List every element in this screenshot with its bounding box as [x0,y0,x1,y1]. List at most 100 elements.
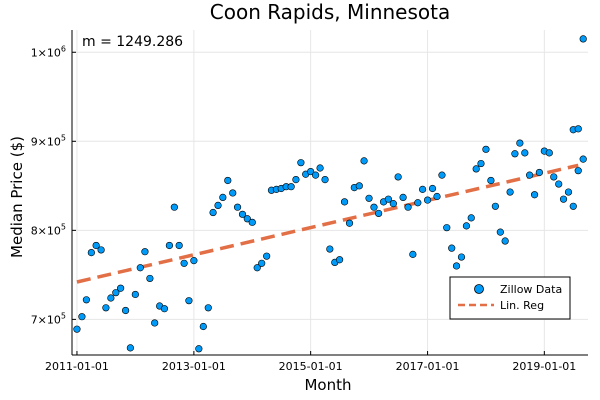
data-point [204,304,212,312]
y-tick-label: 7×105 [31,311,66,326]
data-point [419,185,427,193]
data-point [316,164,324,172]
data-point [307,167,315,176]
y-tick-label: 8×105 [31,222,66,237]
data-point [521,149,529,157]
data-point [496,228,504,236]
data-point [126,344,134,352]
chart-title: Coon Rapids, Minnesota [210,0,451,24]
data-point [73,325,81,333]
data-point [345,219,354,227]
data-point [78,313,86,321]
data-point [229,189,237,197]
data-point [574,125,582,133]
data-point [501,237,509,245]
data-point [530,191,539,199]
data-point [428,184,437,193]
data-point [355,182,363,190]
data-point [472,165,480,173]
regression-line [76,163,579,284]
y-tick-label: 9×105 [31,133,66,148]
data-point [579,35,587,43]
data-point [516,139,524,147]
data-point [165,241,174,250]
data-point [117,284,125,292]
data-point [87,249,95,257]
data-point [423,196,432,204]
x-tick-label: 2011-01-01 [45,360,109,373]
data-point [389,200,397,208]
data-point [243,215,251,223]
data-point [131,290,139,299]
legend-marker-zillow [474,284,484,294]
data-point [452,262,461,270]
data-point [375,209,383,218]
data-point [224,176,232,185]
axes [71,30,588,356]
x-tick-label: 2017-01-01 [396,360,460,373]
data-point [214,201,222,210]
legend-label-linreg: Lin. Reg [500,299,544,312]
x-tick-label: 2015-01-01 [279,360,343,373]
x-tick-label: 2019-01-01 [512,360,576,373]
data-point [258,259,266,267]
data-point [370,203,378,211]
legend: Zillow Data Lin. Reg [449,276,571,320]
data-point [487,176,495,185]
data-point [414,199,422,207]
data-point [394,173,402,181]
data-point [292,175,300,184]
data-point [340,198,349,206]
data-point [238,210,247,218]
data-point [97,246,105,254]
data-point [141,248,149,256]
data-point [136,264,144,272]
data-point [579,155,587,163]
data-point [297,159,305,167]
y-tick-label: 1×106 [31,44,66,59]
legend-label-zillow: Zillow Data [500,283,562,296]
data-point [107,294,115,302]
data-point [146,274,154,283]
data-point [433,192,441,201]
data-point [569,202,577,210]
data-point [219,193,227,201]
data-point [92,241,100,250]
data-point [151,319,159,327]
data-point [112,289,120,297]
data-point [535,168,543,177]
data-point [160,305,169,313]
data-point [559,195,568,203]
grid [72,30,588,355]
data-point [326,245,334,253]
data-point [199,322,207,331]
data-point [335,256,344,264]
legend-box [449,276,571,320]
data-point [121,306,130,315]
data-point [491,202,499,210]
data-point [467,214,475,222]
data-point [248,218,256,226]
data-point [82,296,90,304]
tick-labels: 2011-01-01 2013-01-01 2015-01-01 2017-01-01… [31,44,577,373]
data-point [185,297,193,305]
data-point [321,175,329,184]
data-point [263,252,271,260]
data-point [564,188,573,196]
data-point [360,157,368,165]
data-point [287,183,295,191]
data-point [180,259,188,267]
data-point [443,224,451,232]
data-point [312,171,320,179]
x-tick-label: 2013-01-01 [162,360,226,373]
data-point [170,203,178,211]
data-point [457,253,466,261]
data-point [409,250,417,258]
data-point [384,195,392,203]
data-point [555,180,563,188]
y-axis-title: Median Price ($) [8,136,26,258]
data-point [438,171,446,179]
data-point [233,203,242,211]
